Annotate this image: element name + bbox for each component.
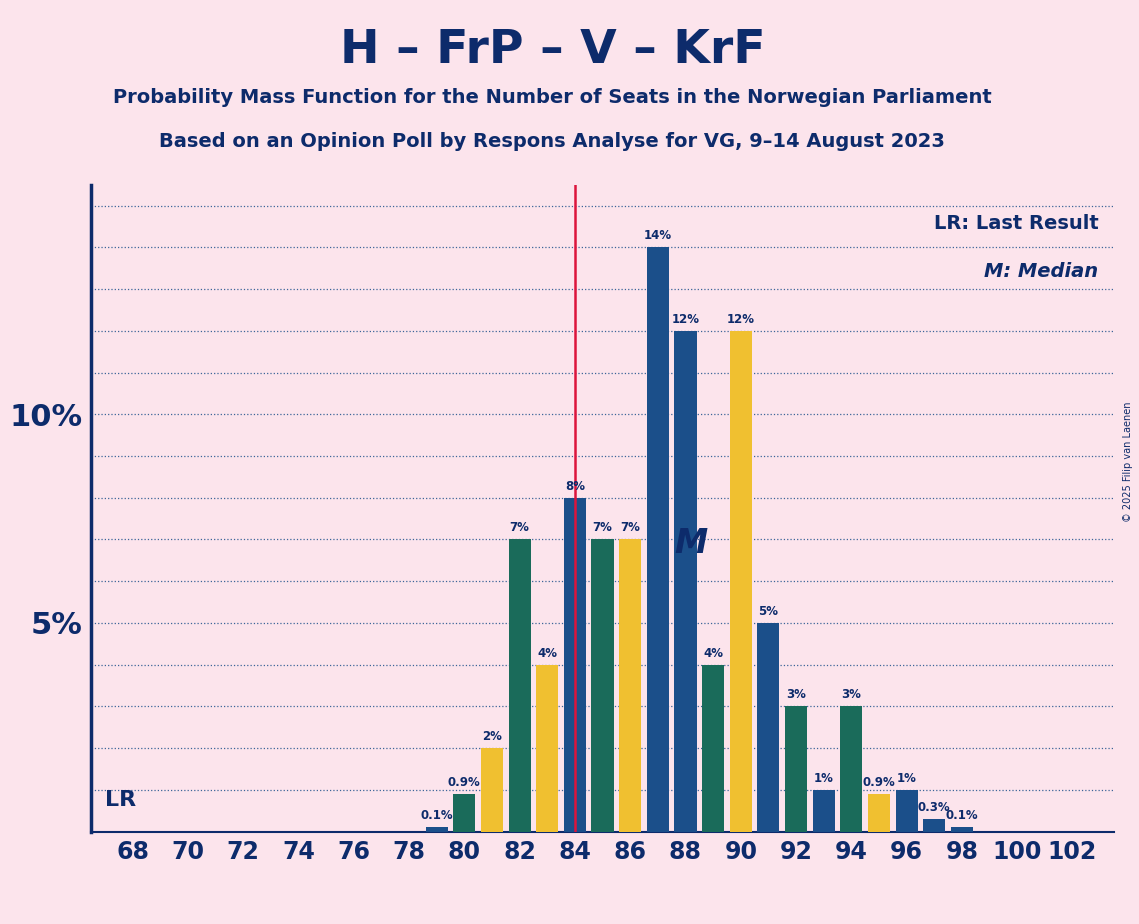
Text: H – FrP – V – KrF: H – FrP – V – KrF: [339, 28, 765, 73]
Text: © 2025 Filip van Laenen: © 2025 Filip van Laenen: [1123, 402, 1133, 522]
Bar: [812, 790, 835, 832]
Bar: [591, 540, 614, 832]
Bar: [564, 498, 585, 832]
Bar: [730, 331, 752, 832]
Text: 12%: 12%: [727, 313, 755, 326]
Text: 4%: 4%: [538, 647, 557, 660]
Bar: [481, 748, 503, 832]
Bar: [647, 248, 669, 832]
Text: M: M: [674, 528, 707, 560]
Bar: [702, 664, 724, 832]
Text: 12%: 12%: [672, 313, 699, 326]
Text: 0.1%: 0.1%: [945, 809, 978, 822]
Text: Based on an Opinion Poll by Respons Analyse for VG, 9–14 August 2023: Based on an Opinion Poll by Respons Anal…: [159, 132, 945, 152]
Text: 2%: 2%: [482, 730, 502, 743]
Bar: [924, 819, 945, 832]
Text: 1%: 1%: [896, 772, 917, 784]
Bar: [508, 540, 531, 832]
Bar: [620, 540, 641, 832]
Text: 0.1%: 0.1%: [420, 809, 453, 822]
Text: 7%: 7%: [592, 521, 613, 534]
Bar: [785, 707, 808, 832]
Text: LR: LR: [105, 790, 136, 810]
Bar: [951, 827, 973, 832]
Text: 1%: 1%: [813, 772, 834, 784]
Text: 7%: 7%: [509, 521, 530, 534]
Bar: [426, 827, 448, 832]
Text: 0.3%: 0.3%: [918, 801, 951, 814]
Bar: [841, 707, 862, 832]
Text: 3%: 3%: [842, 688, 861, 701]
Text: 8%: 8%: [565, 480, 585, 492]
Text: 0.9%: 0.9%: [862, 776, 895, 789]
Bar: [453, 794, 475, 832]
Bar: [536, 664, 558, 832]
Bar: [895, 790, 918, 832]
Text: 5%: 5%: [759, 605, 778, 618]
Text: LR: Last Result: LR: Last Result: [934, 213, 1099, 233]
Text: Probability Mass Function for the Number of Seats in the Norwegian Parliament: Probability Mass Function for the Number…: [113, 88, 992, 107]
Bar: [674, 331, 697, 832]
Text: 3%: 3%: [786, 688, 806, 701]
Text: 7%: 7%: [621, 521, 640, 534]
Text: M: Median: M: Median: [984, 262, 1099, 282]
Text: 0.9%: 0.9%: [448, 776, 481, 789]
Text: 4%: 4%: [703, 647, 723, 660]
Bar: [757, 623, 779, 832]
Text: 14%: 14%: [644, 229, 672, 242]
Bar: [868, 794, 890, 832]
